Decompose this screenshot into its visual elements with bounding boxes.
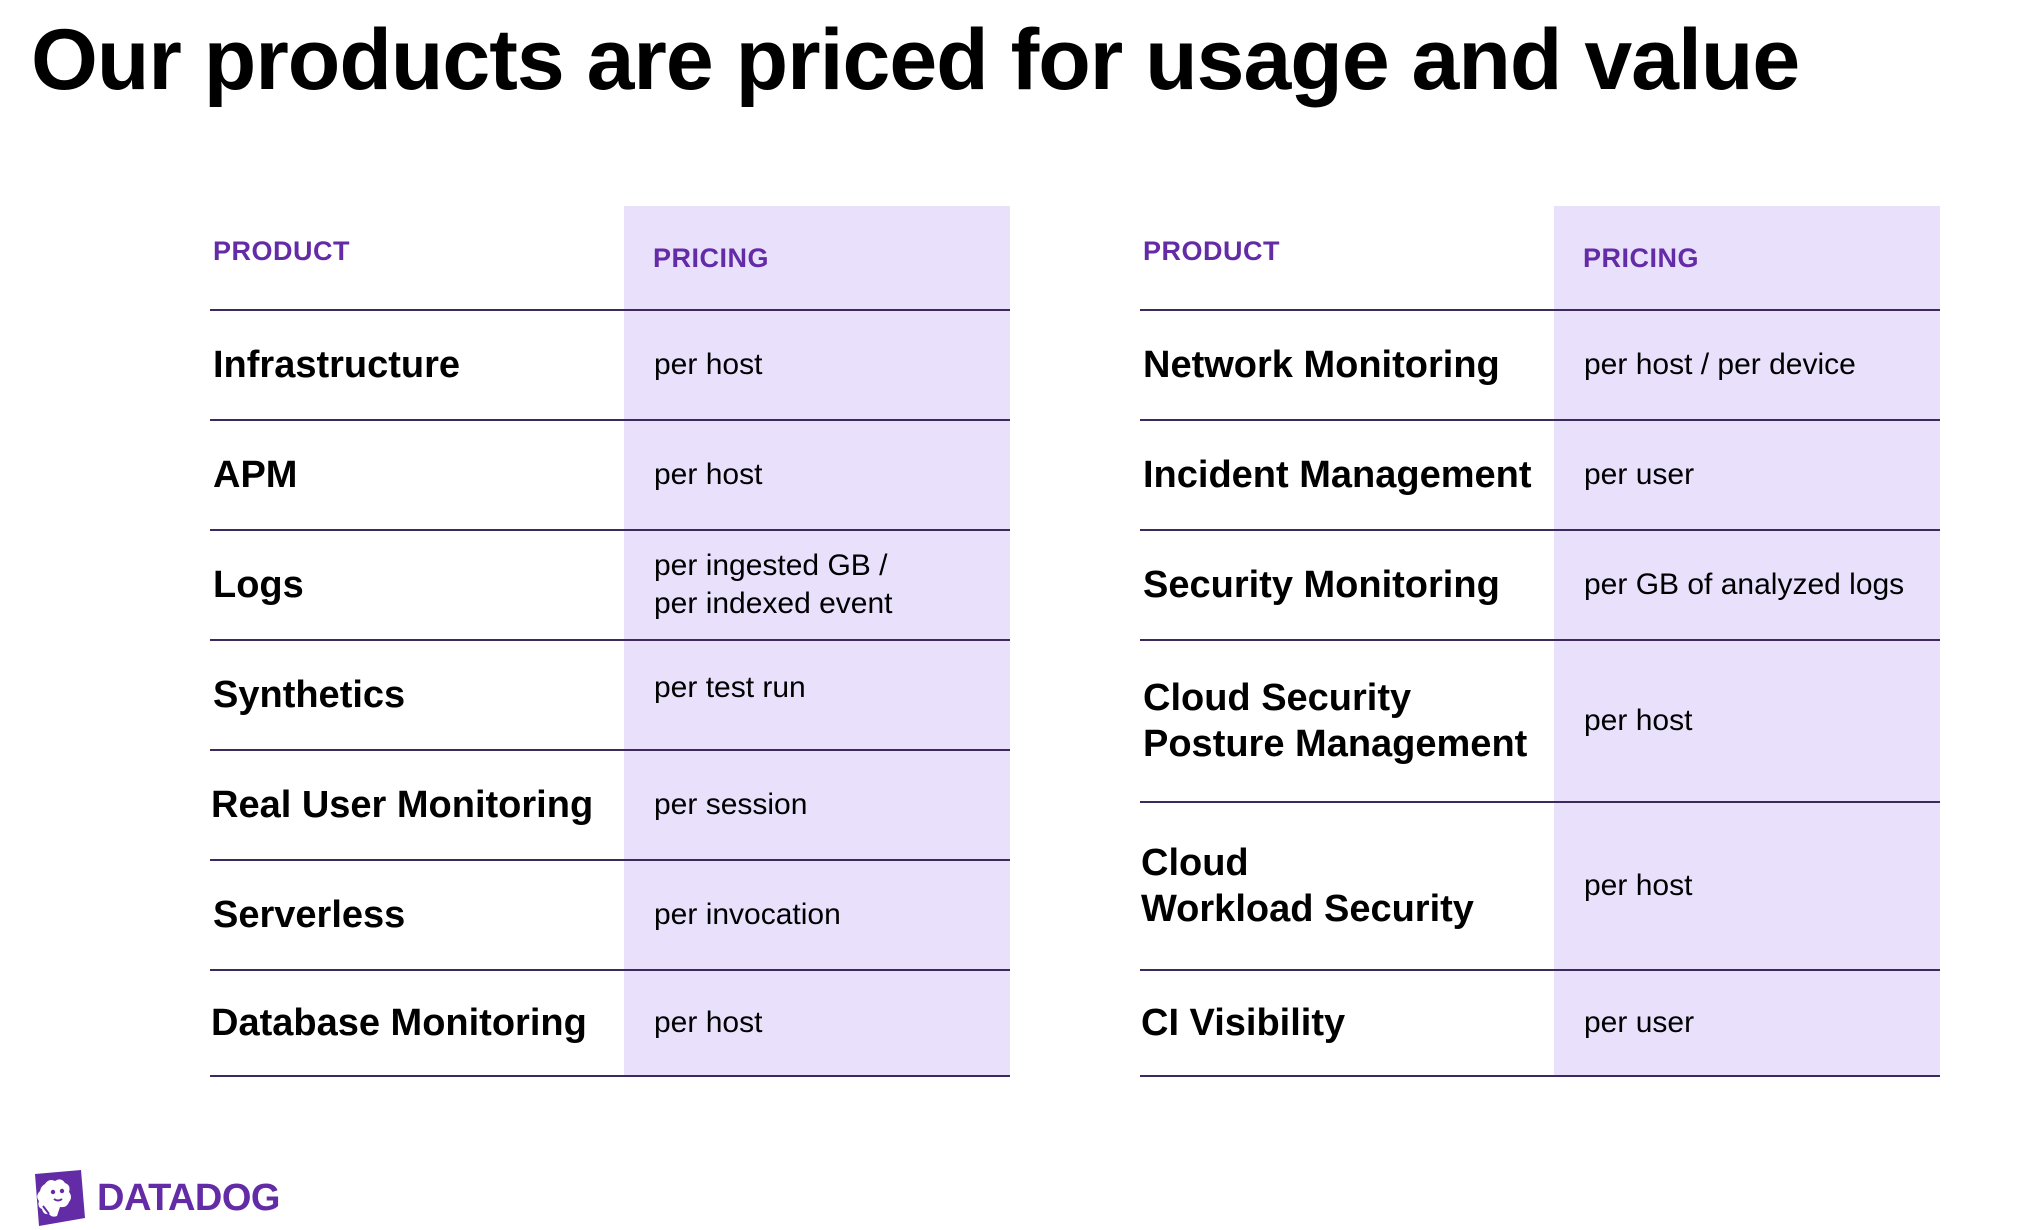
pricing-unit: per user	[1584, 1006, 1695, 1039]
brand-name: DATADOG	[97, 1176, 280, 1219]
row-divider	[210, 639, 1010, 641]
brand-logo: DATADOG	[31, 1166, 280, 1230]
product-name: Database Monitoring	[211, 1002, 587, 1044]
row-divider	[1140, 419, 1940, 421]
product-name: Cloud Workload Security	[1141, 842, 1474, 930]
pricing-column-header: PRICING	[1583, 243, 1700, 273]
table-row: Serverless per invocation	[210, 861, 1010, 969]
pricing-unit: per user	[1584, 458, 1695, 491]
table-row: Synthetics per test run	[210, 641, 1010, 749]
pricing-unit: per host	[654, 458, 763, 491]
product-name: Real User Monitoring	[211, 784, 594, 826]
row-divider	[210, 419, 1010, 421]
pricing-unit: per GB of analyzed logs	[1584, 568, 1905, 601]
product-name: Infrastructure	[213, 344, 461, 386]
row-divider	[210, 529, 1010, 531]
row-divider	[210, 859, 1010, 861]
table-row: Database Monitoring per host	[210, 971, 1010, 1075]
pricing-unit: per host / per device	[1584, 348, 1856, 381]
table-row: Network Monitoring per host / per device	[1140, 311, 1940, 419]
table-row: Incident Management per user	[1140, 421, 1940, 529]
pricing-column-background	[624, 206, 1010, 1077]
pricing-unit: per test run	[654, 671, 806, 704]
table-header-row: PRODUCT PRICING	[210, 206, 1010, 310]
product-column-header: PRODUCT	[1143, 236, 1280, 266]
table-bottom-rule	[210, 1075, 1010, 1077]
pricing-unit: per session	[654, 788, 808, 821]
table-row: Infrastructure per host	[210, 311, 1010, 419]
row-divider	[210, 749, 1010, 751]
row-divider	[1140, 529, 1940, 531]
pricing-unit: per invocation	[654, 898, 841, 931]
table-row: Cloud Security Posture Management per ho…	[1140, 641, 1940, 801]
pricing-unit: per host	[1584, 869, 1693, 902]
table-header-row: PRODUCT PRICING	[1140, 206, 1940, 310]
page-title: Our products are priced for usage and va…	[31, 12, 1800, 108]
product-name: Synthetics	[213, 674, 406, 716]
product-name: APM	[213, 454, 298, 496]
table-row: CI Visibility per user	[1140, 971, 1940, 1075]
product-name: Network Monitoring	[1143, 344, 1500, 386]
product-name: Security Monitoring	[1143, 564, 1500, 606]
table-row: Cloud Workload Security per host	[1140, 803, 1940, 969]
header-divider	[210, 309, 1010, 311]
pricing-unit: per host	[654, 348, 763, 381]
table-row: APM per host	[210, 421, 1010, 529]
pricing-unit: per ingested GB / per indexed event	[654, 549, 893, 620]
datadog-dog-logo-icon	[35, 1170, 85, 1226]
product-column-header: PRODUCT	[213, 236, 350, 266]
header-divider	[1140, 309, 1940, 311]
table-row: Security Monitoring per GB of analyzed l…	[1140, 531, 1940, 639]
pricing-column-background	[1554, 206, 1940, 1077]
table-bottom-rule	[1140, 1075, 1940, 1077]
product-name: Serverless	[213, 894, 406, 936]
product-name: Logs	[213, 564, 304, 606]
row-divider	[1140, 639, 1940, 641]
row-divider	[1140, 801, 1940, 803]
product-name: CI Visibility	[1141, 1002, 1346, 1044]
pricing-unit: per host	[654, 1006, 763, 1039]
table-row: Real User Monitoring per session	[210, 751, 1010, 859]
table-row: Logs per ingested GB / per indexed event	[210, 531, 1010, 639]
product-name: Cloud Security Posture Management	[1143, 677, 1528, 765]
product-name: Incident Management	[1143, 454, 1532, 496]
pricing-unit: per host	[1584, 704, 1693, 737]
pricing-column-header: PRICING	[653, 243, 770, 273]
row-divider	[210, 969, 1010, 971]
row-divider	[1140, 969, 1940, 971]
